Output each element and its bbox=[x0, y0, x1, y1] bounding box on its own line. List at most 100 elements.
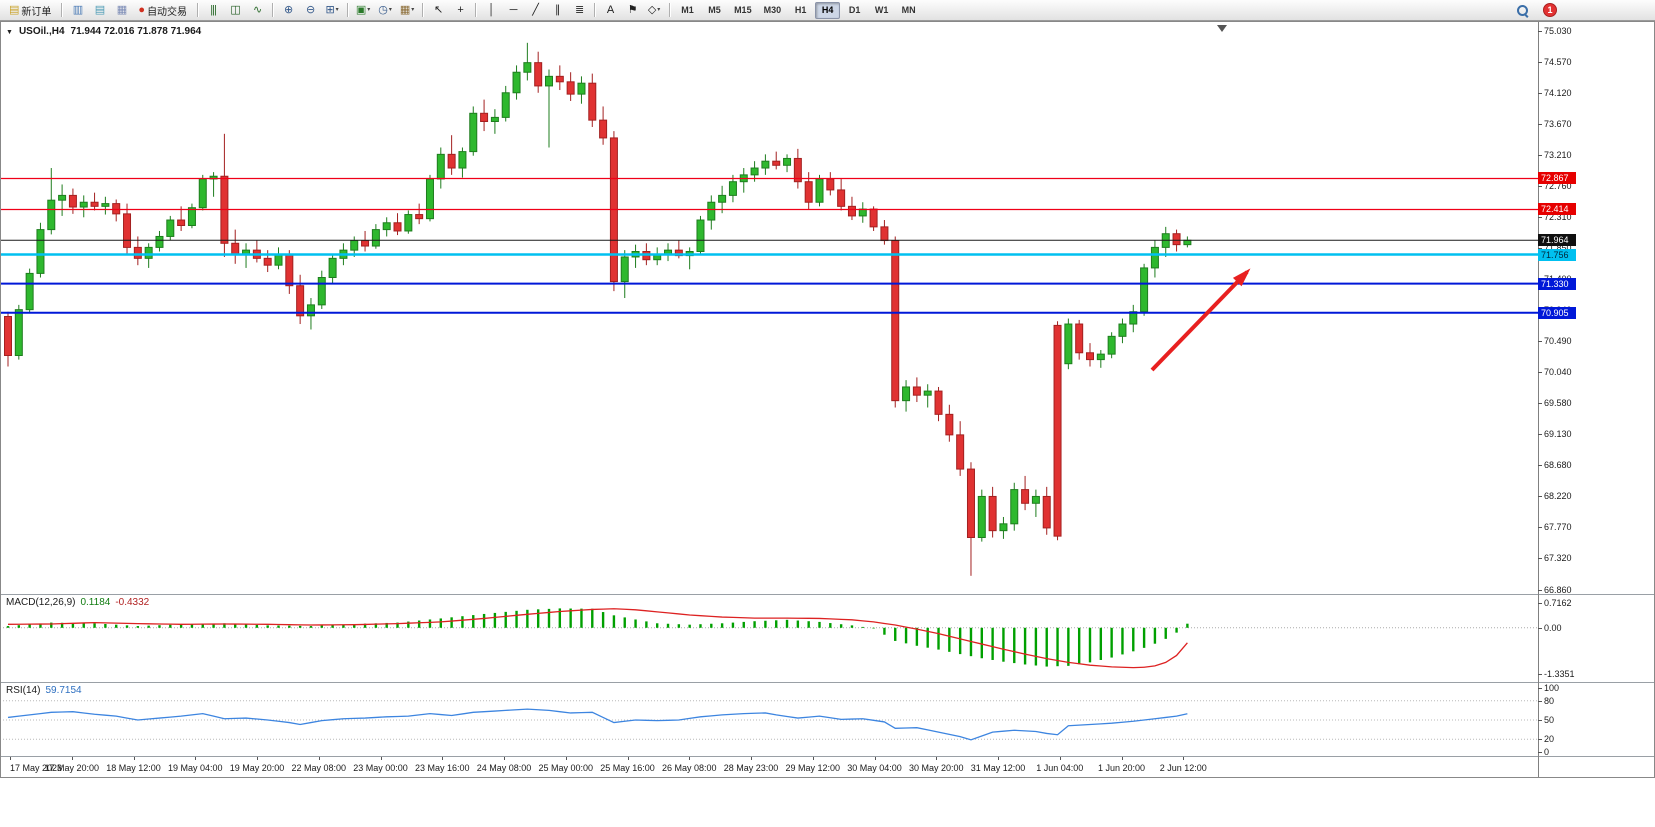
crosshair-icon[interactable]: + bbox=[449, 1, 471, 19]
dropdown-arrow-icon[interactable]: ▾ bbox=[335, 7, 339, 13]
time-label: 30 May 04:00 bbox=[847, 763, 902, 773]
dropdown-arrow-icon[interactable]: ▾ bbox=[411, 7, 415, 13]
panel-separator[interactable] bbox=[0, 682, 1655, 683]
axis-tick bbox=[1538, 627, 1542, 629]
label-tool-icon: ⚑ bbox=[627, 3, 638, 16]
autotrading-button[interactable]: ● 自动交易 bbox=[132, 1, 193, 19]
horizontal-line-icon: ─ bbox=[509, 3, 518, 16]
text-tool-icon[interactable]: A bbox=[599, 1, 621, 19]
terminal-icon[interactable]: ▦ bbox=[110, 1, 132, 19]
dropdown-arrow-icon[interactable]: ▾ bbox=[657, 7, 661, 13]
time-label: 1 Jun 04:00 bbox=[1036, 763, 1084, 773]
timeframe-h1[interactable]: H1 bbox=[794, 5, 807, 15]
axis-label: 20 bbox=[1544, 734, 1555, 745]
timeframe-h4[interactable]: H4 bbox=[815, 1, 841, 19]
timeframe-w1[interactable]: W1 bbox=[874, 5, 889, 15]
shapes-icon[interactable]: ◇ ▾ bbox=[643, 1, 665, 19]
timeframe-m5[interactable]: M5 bbox=[708, 5, 721, 15]
axis-label: 68.680 bbox=[1544, 459, 1572, 470]
vertical-line-icon[interactable]: │ bbox=[480, 1, 502, 19]
price-level-badge: 71.330 bbox=[1538, 277, 1576, 290]
search-icon[interactable] bbox=[1516, 4, 1529, 17]
axis-label: 68.220 bbox=[1544, 491, 1572, 502]
navigator-icon[interactable]: ▤ bbox=[88, 1, 110, 19]
axis-tick bbox=[1538, 589, 1542, 591]
axis-label: -1.3351 bbox=[1544, 669, 1575, 679]
panel-separator[interactable] bbox=[0, 594, 1655, 595]
new-order-icon: ▤ bbox=[9, 3, 19, 16]
dropdown-arrow-icon[interactable]: ▾ bbox=[367, 7, 371, 13]
rsi-name: RSI(14) bbox=[6, 685, 41, 696]
price-level-badge: 71.756 bbox=[1538, 248, 1576, 261]
zoom-out-icon[interactable]: ⊖ bbox=[299, 1, 321, 19]
axis-tick bbox=[1538, 92, 1542, 94]
cursor-icon[interactable]: ↖ bbox=[427, 1, 449, 19]
axis-tick bbox=[1538, 30, 1542, 32]
timeframe-d1[interactable]: D1 bbox=[848, 5, 861, 15]
bar-chart-icon[interactable]: ||| bbox=[202, 1, 224, 19]
chart-dropdown-icon[interactable] bbox=[6, 26, 13, 37]
macd-signal-value: -0.4332 bbox=[115, 597, 150, 608]
toolbar-separator bbox=[594, 3, 596, 17]
zoom-in-icon[interactable]: ⊕ bbox=[277, 1, 299, 19]
templates-icon: ▦ bbox=[399, 3, 410, 16]
price-axis[interactable]: 75.030 74.570 74.120 73.670 73.210 72.760 72.3… bbox=[1538, 22, 1655, 778]
time-label: 25 May 16:00 bbox=[600, 763, 655, 773]
time-tick bbox=[504, 756, 505, 760]
panel-separator[interactable] bbox=[0, 756, 1655, 757]
time-label: 17 May 20:00 bbox=[44, 763, 100, 773]
new-chart-icon[interactable]: ▣ ▾ bbox=[352, 1, 374, 19]
tile-windows-icon[interactable]: ⊞ ▾ bbox=[321, 1, 343, 19]
rsi-panel[interactable] bbox=[0, 682, 1538, 756]
line-chart-icon[interactable]: ∿ bbox=[246, 1, 268, 19]
macd-panel[interactable] bbox=[0, 594, 1538, 682]
time-tick bbox=[936, 756, 938, 760]
axis-label: 0.7162 bbox=[1544, 598, 1572, 608]
market-watch-icon: ▥ bbox=[72, 3, 83, 16]
axis-tick bbox=[1538, 527, 1542, 529]
timeframe-m1[interactable]: M1 bbox=[681, 5, 694, 15]
time-label: 24 May 08:00 bbox=[476, 763, 532, 773]
toolbar-separator bbox=[61, 3, 63, 17]
profiles-icon[interactable]: ◷ ▾ bbox=[374, 1, 396, 19]
vertical-line-icon: │ bbox=[488, 3, 495, 16]
axis-label: 67.770 bbox=[1544, 522, 1572, 533]
axis-tick bbox=[1538, 720, 1542, 721]
axis-label: 80 bbox=[1544, 695, 1555, 706]
templates-icon[interactable]: ▦ ▾ bbox=[396, 1, 418, 19]
timeframe-m15[interactable]: M15 bbox=[734, 5, 752, 15]
time-tick bbox=[812, 756, 814, 760]
time-tick bbox=[874, 756, 876, 760]
candlestick-chart-icon[interactable]: ◫ bbox=[224, 1, 246, 19]
time-tick bbox=[1059, 756, 1061, 760]
time-label: 28 May 23:00 bbox=[723, 763, 779, 773]
ohlc-values: 71.944 72.016 71.878 71.964 bbox=[70, 26, 202, 37]
time-tick bbox=[71, 756, 73, 760]
notification-badge[interactable]: 1 bbox=[1543, 3, 1557, 17]
time-tick bbox=[1183, 756, 1185, 760]
time-label: 18 May 12:00 bbox=[106, 763, 161, 773]
time-tick bbox=[689, 756, 691, 760]
axis-label: 73.670 bbox=[1544, 118, 1572, 129]
bar-chart-icon: ||| bbox=[210, 3, 217, 16]
cursor-icon: ↖ bbox=[433, 3, 443, 16]
market-watch-icon[interactable]: ▥ bbox=[66, 1, 88, 19]
time-label: 19 May 20:00 bbox=[229, 763, 285, 773]
timeframe-m30[interactable]: M30 bbox=[763, 5, 782, 15]
timeframe-mn[interactable]: MN bbox=[901, 5, 916, 15]
time-tick bbox=[133, 756, 135, 760]
time-axis[interactable]: 17 May 2023 17 May 20:00 18 May 12:00 19 Ma… bbox=[0, 756, 1538, 778]
new-order-button-label: 新订单 bbox=[21, 6, 52, 18]
fibonacci-icon[interactable]: ≣ bbox=[568, 1, 590, 19]
axis-tick bbox=[1538, 603, 1542, 604]
chart-shift-marker[interactable] bbox=[1217, 25, 1227, 32]
trendline-icon[interactable]: ╱ bbox=[524, 1, 546, 19]
label-tool-icon[interactable]: ⚑ bbox=[621, 1, 643, 19]
axis-label: 66.860 bbox=[1544, 584, 1572, 595]
new-order-button[interactable]: ▤ 新订单 bbox=[3, 1, 57, 19]
crosshair-icon: + bbox=[457, 3, 464, 16]
horizontal-line-icon[interactable]: ─ bbox=[502, 1, 524, 19]
dropdown-arrow-icon[interactable]: ▾ bbox=[388, 7, 392, 13]
price-chart[interactable] bbox=[0, 22, 1538, 594]
channel-icon[interactable]: ∥ bbox=[546, 1, 568, 19]
